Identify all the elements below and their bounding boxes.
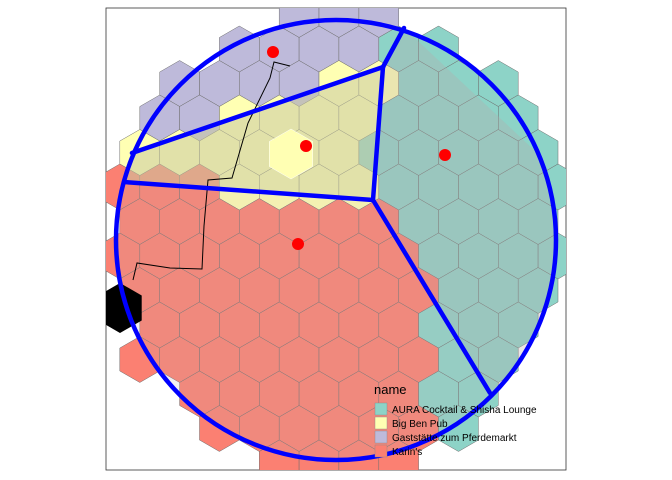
overlay-aura — [373, 28, 556, 393]
boundary-overlay — [106, 17, 559, 463]
venue-point — [439, 149, 451, 161]
venue-point — [267, 46, 279, 58]
legend-key — [374, 444, 388, 458]
boundary-line — [370, 64, 386, 203]
legend-label: Big Ben Pub — [392, 419, 448, 430]
boundary-line — [370, 197, 493, 396]
venue-point — [300, 140, 312, 152]
legend: name AURA Cocktail & Shisha Lounge Big Be… — [374, 382, 537, 458]
region-overlay — [116, 28, 556, 460]
boundary-line — [121, 179, 376, 203]
overlay-big-ben — [124, 67, 383, 200]
legend-label: Gaststätte zum Pferdemarkt — [392, 433, 517, 444]
legend-key — [374, 402, 388, 416]
legend-title: name — [374, 382, 407, 397]
hex-cell-highlight — [269, 128, 313, 180]
legend-key — [374, 416, 388, 430]
boundary-line — [129, 64, 386, 156]
legend-key — [374, 430, 388, 444]
boundary-circle — [113, 17, 559, 463]
boundary-line — [380, 25, 407, 70]
overlay-karin — [116, 182, 490, 460]
legend-label: Karin's — [392, 447, 422, 458]
venue-point — [292, 238, 304, 250]
legend-label: AURA Cocktail & Shisha Lounge — [392, 405, 537, 416]
route-line — [132, 61, 291, 281]
